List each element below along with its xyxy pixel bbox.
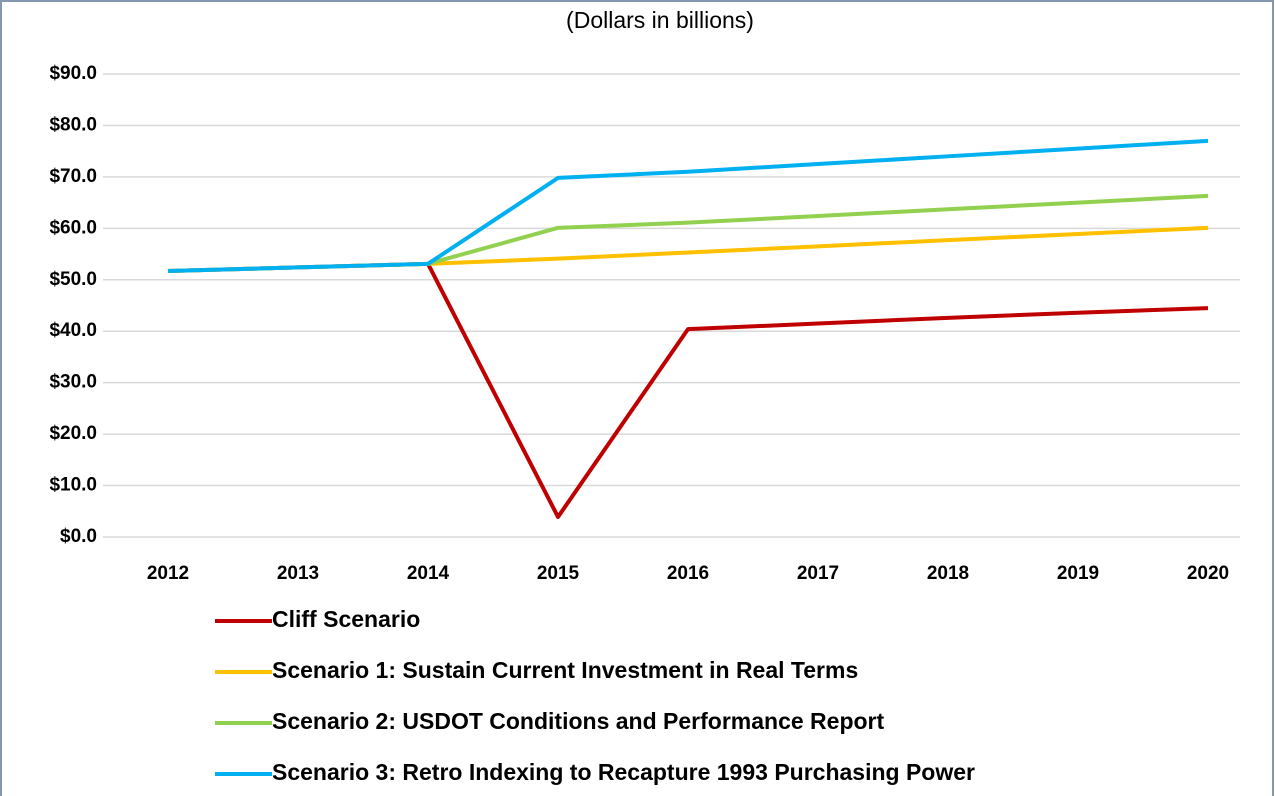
y-tick-label: $40.0 xyxy=(49,320,97,341)
legend-label: Scenario 2: USDOT Conditions and Perform… xyxy=(272,708,884,734)
chart-subtitle: (Dollars in billions) xyxy=(566,7,754,33)
x-tick-label: 2015 xyxy=(537,563,580,584)
legend-label: Scenario 3: Retro Indexing to Recapture … xyxy=(272,759,975,785)
y-tick-label: $50.0 xyxy=(49,269,97,290)
x-tick-label: 2019 xyxy=(1057,563,1099,584)
y-tick-label: $80.0 xyxy=(49,114,97,135)
x-tick-label: 2016 xyxy=(667,563,709,584)
y-tick-label: $60.0 xyxy=(49,217,97,238)
y-tick-label: $0.0 xyxy=(60,526,97,547)
y-tick-label: $10.0 xyxy=(49,475,97,496)
x-tick-label: 2020 xyxy=(1187,563,1229,584)
y-tick-label: $20.0 xyxy=(49,423,97,444)
x-tick-label: 2012 xyxy=(147,563,189,584)
x-tick-label: 2018 xyxy=(927,563,969,584)
x-tick-label: 2017 xyxy=(797,563,839,584)
y-tick-label: $30.0 xyxy=(49,372,97,393)
y-tick-label: $90.0 xyxy=(49,63,97,84)
legend-label: Cliff Scenario xyxy=(272,606,420,632)
legend-label: Scenario 1: Sustain Current Investment i… xyxy=(272,657,858,683)
x-tick-label: 2014 xyxy=(407,563,450,584)
y-tick-label: $70.0 xyxy=(49,166,97,187)
x-tick-label: 2013 xyxy=(277,563,319,584)
series-line xyxy=(167,138,1209,274)
